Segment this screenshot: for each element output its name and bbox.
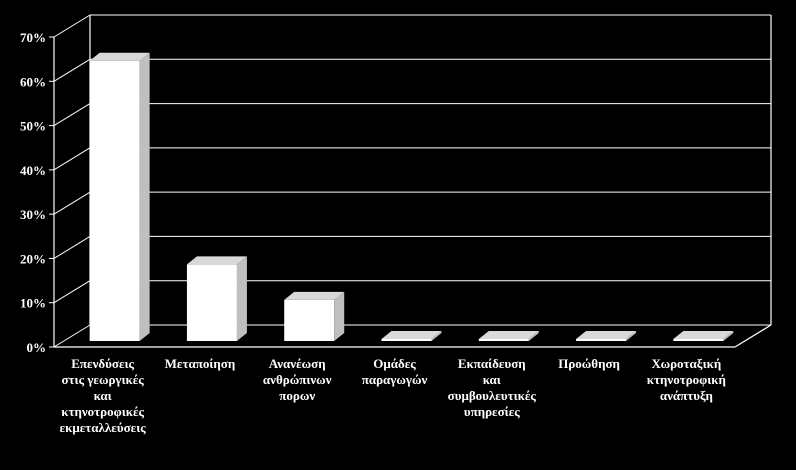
gridline-side [53, 58, 91, 82]
bar [381, 331, 442, 341]
gridline-side [53, 236, 91, 259]
bar [478, 331, 539, 341]
bar [673, 331, 734, 341]
bar-front [381, 339, 432, 341]
bar-side [334, 291, 345, 341]
y-tick-label: 40% [20, 163, 46, 178]
bar-top [284, 291, 345, 300]
gridline-side [53, 191, 91, 215]
bar-side [626, 331, 637, 341]
bar-front [284, 299, 335, 341]
gridline-side [53, 280, 91, 304]
x-category-label: Ομάδες παραγωγών [362, 356, 428, 387]
y-tick-label: 30% [20, 207, 46, 222]
bar [186, 256, 247, 341]
x-category-label: Προώθηση [558, 356, 620, 371]
bar-side [723, 331, 734, 341]
x-category-label: Ανανέωση ανθρώπινων πορων [263, 356, 332, 403]
gridline-side [53, 103, 91, 126]
bar-top [381, 331, 442, 339]
bar-top [478, 331, 539, 339]
y-axis-ticks: 0% 10% 20% 30% 40% 50% 60% 70% [20, 30, 54, 355]
gridline-side [53, 14, 91, 38]
bar-top [89, 52, 150, 61]
bar [89, 52, 150, 341]
grid-layer [53, 14, 772, 348]
bar-top [186, 256, 247, 265]
x-axis-labels: Επενδύσεις στις γεωργικές και κτηνοτροφικές… [60, 356, 726, 435]
bar-front [576, 339, 627, 341]
x-category-label: Επενδύσεις στις γεωργικές και κτηνοτροφικές… [60, 356, 147, 435]
bar-front [478, 339, 529, 341]
y-tick-label: 50% [20, 119, 46, 134]
bar-front [89, 60, 140, 341]
y-tick-label: 60% [20, 74, 46, 89]
bar-side [139, 52, 150, 341]
y-tick-label: 20% [20, 251, 46, 266]
bar [284, 291, 345, 341]
bar-side [528, 331, 539, 341]
gridline-side [53, 324, 91, 348]
bar-top [673, 331, 734, 339]
bar-side [431, 331, 442, 341]
bar-side [236, 256, 247, 341]
bar-front [186, 264, 237, 341]
y-tick-label: 70% [20, 30, 46, 45]
bar-top [576, 331, 637, 339]
axis-line [734, 324, 772, 348]
x-category-label: Μεταποίηση [165, 356, 236, 371]
y-tick-label: 0% [27, 340, 47, 355]
bars-layer [89, 52, 734, 341]
x-category-label: Χωροταξική κτηνοτροφική ανάπτυξη [647, 356, 726, 403]
gridline-side [53, 147, 91, 171]
y-tick-label: 10% [20, 296, 46, 311]
bar [576, 331, 637, 341]
x-category-label: Εκπαίδευση και συμβουλευτικές υπηρεσίες [448, 356, 537, 419]
bar-front [673, 339, 724, 341]
